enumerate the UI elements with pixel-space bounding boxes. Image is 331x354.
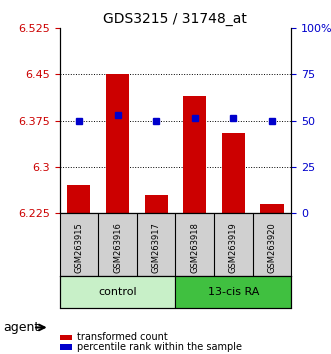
Text: percentile rank within the sample: percentile rank within the sample bbox=[77, 342, 242, 352]
FancyBboxPatch shape bbox=[175, 276, 291, 308]
Text: 13-cis RA: 13-cis RA bbox=[208, 287, 259, 297]
Bar bbox=[60, 344, 72, 350]
Text: agent: agent bbox=[3, 321, 40, 334]
Text: transformed count: transformed count bbox=[77, 332, 168, 342]
Title: GDS3215 / 31748_at: GDS3215 / 31748_at bbox=[104, 12, 247, 26]
Bar bbox=[145, 195, 168, 213]
Text: GSM263920: GSM263920 bbox=[267, 223, 276, 273]
Text: GSM263915: GSM263915 bbox=[74, 223, 83, 273]
Bar bbox=[222, 133, 245, 213]
Bar bbox=[106, 74, 129, 213]
Text: GSM263917: GSM263917 bbox=[152, 223, 161, 273]
Text: control: control bbox=[98, 287, 137, 297]
Bar bbox=[60, 335, 72, 341]
Text: GSM263919: GSM263919 bbox=[229, 223, 238, 273]
Bar bbox=[260, 204, 284, 213]
FancyBboxPatch shape bbox=[60, 276, 175, 308]
Bar bbox=[183, 96, 206, 213]
Bar bbox=[67, 185, 90, 213]
Text: GSM263918: GSM263918 bbox=[190, 223, 199, 273]
Text: GSM263916: GSM263916 bbox=[113, 223, 122, 273]
